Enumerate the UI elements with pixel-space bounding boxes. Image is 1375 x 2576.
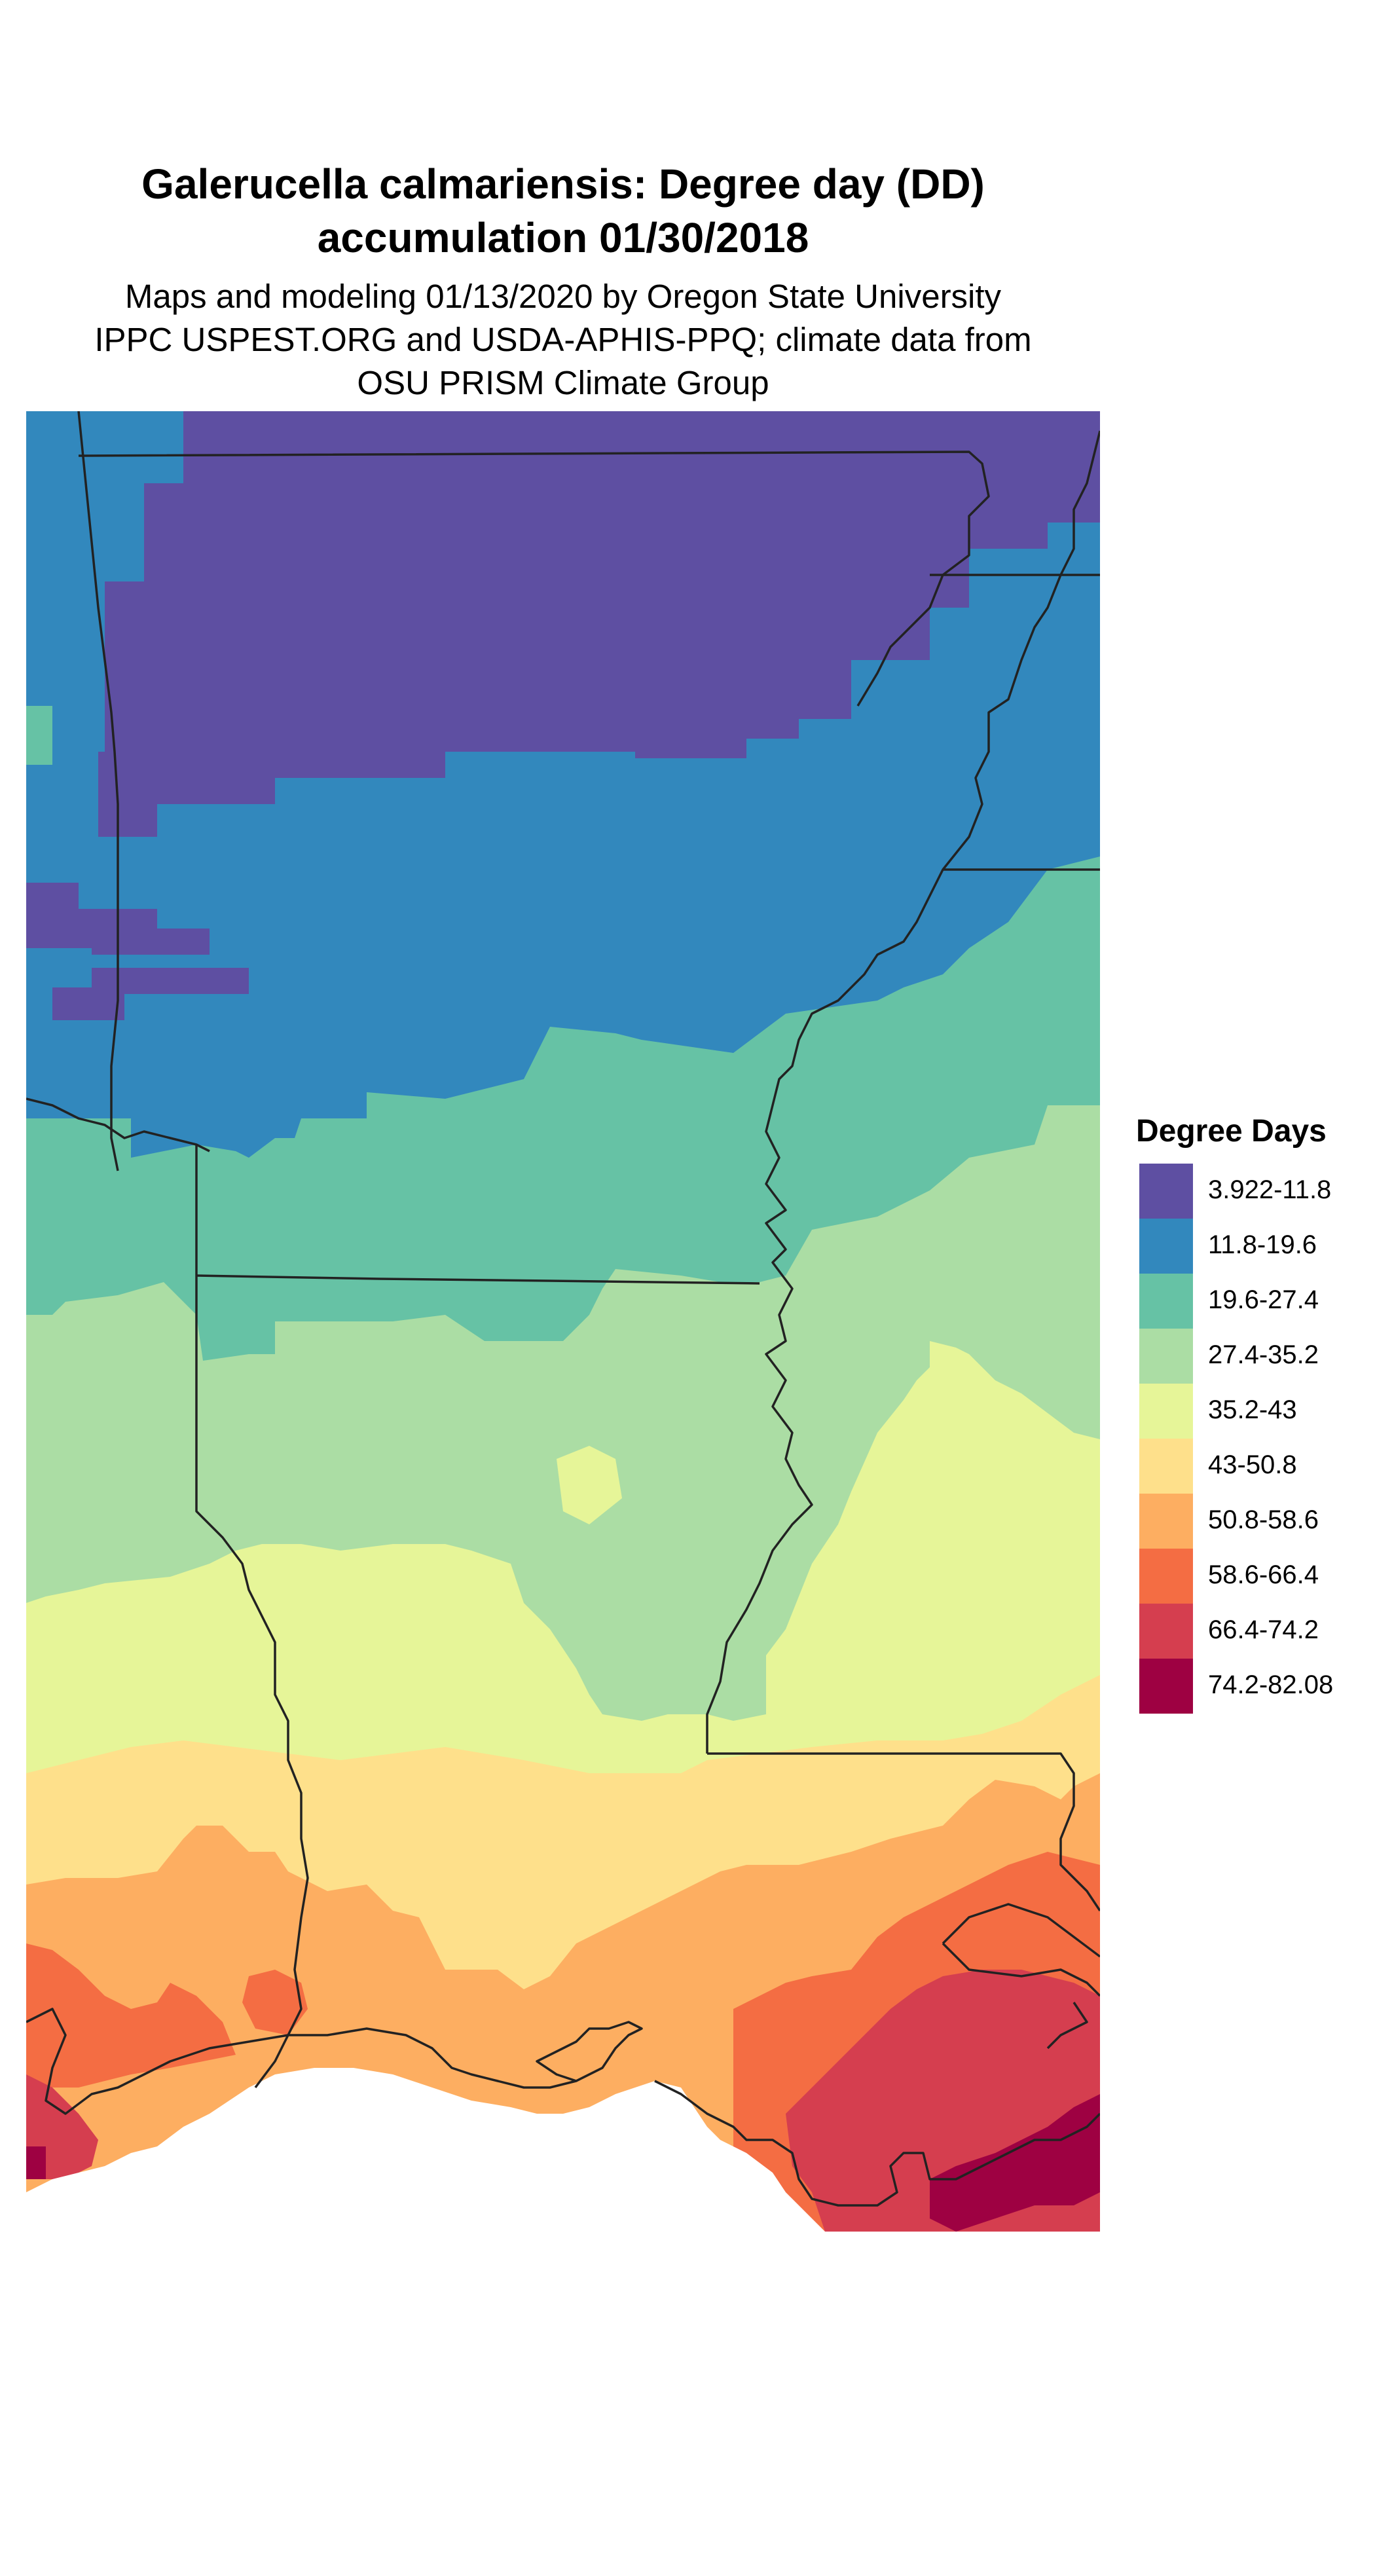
legend-label: 43-50.8	[1208, 1450, 1297, 1479]
legend-swatch	[1139, 1494, 1193, 1549]
subtitle-line-1: Maps and modeling 01/13/2020 by Oregon S…	[124, 278, 1002, 315]
legend-item: 11.8-19.6	[1136, 1219, 1372, 1274]
map-title: Galerucella calmariensis: Degree day (DD…	[0, 157, 1126, 265]
legend-item: 27.4-35.2	[1136, 1329, 1372, 1384]
legend-label: 19.6-27.4	[1208, 1285, 1319, 1314]
zone-74.2-82.08	[26, 2094, 1100, 2232]
boundary-texas-louisiana	[195, 1145, 309, 2089]
legend-label: 66.4-74.2	[1208, 1615, 1319, 1644]
legend-item: 19.6-27.4	[1136, 1274, 1372, 1329]
boundary-oklahoma-arkansas	[77, 411, 119, 1171]
boundary-missouri-arkansas	[78, 451, 990, 707]
boundary-arkansas-louisiana	[196, 1274, 760, 1285]
legend-item: 50.8-58.6	[1136, 1494, 1372, 1549]
boundary-louisiana-mississippi	[707, 1752, 1100, 1911]
zone-3.922-11.8-islands	[26, 745, 249, 1020]
map-subtitle: Maps and modeling 01/13/2020 by Oregon S…	[0, 275, 1126, 405]
legend-item: 74.2-82.08	[1136, 1659, 1372, 1714]
legend-swatch	[1139, 1164, 1193, 1219]
legend-swatch	[1139, 1219, 1193, 1274]
boundary-east-river	[706, 430, 1100, 1754]
boundary-lake-pontchartrain	[942, 1903, 1100, 2050]
zone-35.2-43-island	[557, 1446, 622, 1524]
legend-item: 3.922-11.8	[1136, 1164, 1372, 1219]
legend-swatch	[1139, 1274, 1193, 1329]
gulf-water	[26, 2068, 825, 2232]
subtitle-line-2: IPPC USPEST.ORG and USDA-APHIS-PPQ; clim…	[94, 321, 1032, 358]
zone-66.4-74.2	[26, 1970, 1100, 2232]
legend-label: 3.922-11.8	[1208, 1175, 1332, 1204]
boundary-red-river	[26, 1097, 210, 1152]
legend-label: 11.8-19.6	[1208, 1230, 1317, 1259]
legend-swatch	[1139, 1439, 1193, 1494]
legend: Degree Days 3.922-11.8 11.8-19.6 19.6-27.4…	[1136, 1113, 1372, 1714]
legend-item: 58.6-66.4	[1136, 1549, 1372, 1604]
legend-label: 58.6-66.4	[1208, 1560, 1319, 1589]
state-boundaries	[26, 411, 1100, 2207]
subtitle-line-3: OSU PRISM Climate Group	[357, 364, 769, 401]
boundary-texas-coast	[26, 2008, 643, 2115]
legend-item: 35.2-43	[1136, 1384, 1372, 1439]
legend-items: 3.922-11.8 11.8-19.6 19.6-27.4 27.4-35.2 35.…	[1136, 1164, 1372, 1714]
legend-item: 43-50.8	[1136, 1439, 1372, 1494]
boundary-louisiana-coast	[654, 2080, 1100, 2207]
legend-label: 27.4-35.2	[1208, 1340, 1319, 1369]
zone-19.6-27.4-west-speck	[26, 706, 52, 765]
legend-title: Degree Days	[1136, 1114, 1327, 1149]
legend-label: 35.2-43	[1208, 1395, 1297, 1424]
legend-item: 66.4-74.2	[1136, 1604, 1372, 1659]
title-line-2: accumulation 01/30/2018	[317, 214, 809, 261]
legend-label: 74.2-82.08	[1208, 1670, 1334, 1699]
degree-day-map	[26, 411, 1100, 2232]
title-line-1: Galerucella calmariensis: Degree day (DD…	[141, 160, 985, 208]
legend-swatch	[1139, 1329, 1193, 1384]
legend-label: 50.8-58.6	[1208, 1505, 1319, 1534]
legend-swatch	[1139, 1659, 1193, 1714]
legend-swatch	[1139, 1549, 1193, 1604]
legend-swatch	[1139, 1604, 1193, 1659]
legend-swatch	[1139, 1384, 1193, 1439]
